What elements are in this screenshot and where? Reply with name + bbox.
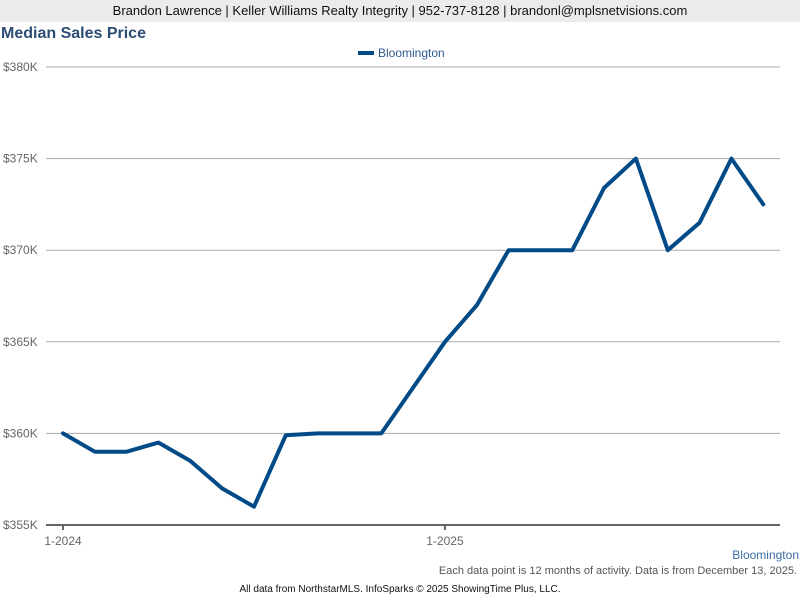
y-tick-label: $365K: [3, 335, 38, 349]
legend-swatch-icon: [358, 51, 374, 55]
region-label: Bloomington: [732, 548, 799, 562]
data-note: Each data point is 12 months of activity…: [438, 565, 797, 577]
chart-title: Median Sales Price: [1, 25, 146, 42]
series-line-bloomington[interactable]: [61, 156, 766, 509]
y-tick-label: $370K: [3, 243, 38, 257]
y-axis: $355K $360K $365K $370K $375K $380K: [3, 60, 38, 532]
legend[interactable]: Bloomington: [358, 46, 445, 60]
x-tick-label: 1-2025: [426, 534, 464, 548]
y-tick-label: $355K: [3, 518, 38, 532]
x-tick-label: 1-2024: [44, 534, 82, 548]
legend-label: Bloomington: [378, 46, 445, 60]
y-tick-label: $375K: [3, 152, 38, 166]
agent-contact-bar: Brandon Lawrence | Keller Williams Realt…: [0, 0, 800, 22]
y-tick-label: $360K: [3, 426, 38, 440]
x-axis: 1-2024 1-2025: [44, 524, 780, 548]
y-tick-label: $380K: [3, 60, 38, 74]
footer-credit: All data from NorthstarMLS. InfoSparks ©…: [239, 584, 561, 595]
gridlines: [46, 66, 780, 434]
